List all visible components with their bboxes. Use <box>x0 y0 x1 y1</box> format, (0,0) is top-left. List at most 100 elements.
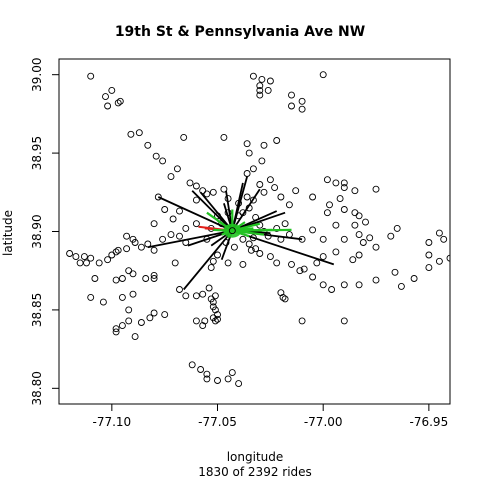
station-point-44 <box>271 184 279 192</box>
station-point-106 <box>252 245 260 253</box>
station-point-53 <box>340 184 348 192</box>
station-point-43 <box>260 188 268 196</box>
station-point-105 <box>256 250 264 257</box>
station-point-123 <box>211 317 219 325</box>
station-point-163 <box>129 235 137 243</box>
x-tick-label-1: -77.05 <box>198 415 237 429</box>
station-point-1 <box>108 86 116 94</box>
route-line-black-4 <box>199 191 234 232</box>
station-point-124 <box>214 315 221 323</box>
station-point-208 <box>230 243 238 251</box>
station-point-77 <box>296 267 304 275</box>
station-point-99 <box>281 295 289 303</box>
station-point-93 <box>425 239 433 246</box>
station-point-29 <box>288 91 295 99</box>
station-point-96 <box>351 209 359 217</box>
station-point-69 <box>366 234 374 242</box>
y-tick-label-3: 38.95 <box>30 136 44 170</box>
station-point-95 <box>387 232 395 240</box>
station-point-164 <box>123 232 131 240</box>
station-point-30 <box>288 102 295 110</box>
station-point-73 <box>332 248 340 256</box>
station-point-55 <box>326 201 333 209</box>
x-tick-label-3: -76.95 <box>410 415 449 429</box>
station-point-184 <box>197 366 205 373</box>
station-point-112 <box>207 264 215 272</box>
station-point-174 <box>176 207 183 215</box>
y-tick-label-0: 38.80 <box>30 371 44 405</box>
station-point-85 <box>397 282 405 290</box>
station-point-39 <box>249 165 257 173</box>
station-point-165 <box>118 275 126 282</box>
station-point-22 <box>249 72 257 80</box>
station-point-51 <box>340 179 348 187</box>
station-point-62 <box>332 221 340 229</box>
station-point-167 <box>129 270 137 278</box>
station-point-102 <box>288 260 295 268</box>
station-point-72 <box>349 256 357 264</box>
station-point-178 <box>150 220 158 228</box>
station-point-89 <box>446 254 450 262</box>
station-point-157 <box>150 246 158 254</box>
station-point-34 <box>243 140 251 148</box>
station-point-58 <box>340 206 348 213</box>
y-tick-label-4: 39.00 <box>30 58 44 92</box>
station-point-146 <box>80 253 88 261</box>
plot-area <box>66 71 450 388</box>
station-point-24 <box>266 77 274 85</box>
station-point-74 <box>319 253 327 261</box>
station-point-31 <box>298 97 306 105</box>
station-point-65 <box>319 235 327 243</box>
station-point-25 <box>256 82 264 90</box>
station-point-17 <box>209 188 217 196</box>
station-point-63 <box>309 226 317 234</box>
station-point-115 <box>205 284 213 292</box>
station-point-37 <box>273 137 281 144</box>
station-point-4 <box>104 102 112 110</box>
station-point-49 <box>323 176 331 184</box>
station-point-47 <box>292 187 300 195</box>
station-point-173 <box>192 196 200 204</box>
station-point-189 <box>235 380 243 388</box>
station-point-48 <box>309 193 317 201</box>
station-point-213 <box>243 193 251 201</box>
station-point-141 <box>91 275 99 282</box>
station-point-0 <box>87 72 95 80</box>
station-point-16 <box>203 190 211 198</box>
station-point-91 <box>440 235 448 243</box>
station-point-3 <box>116 97 124 105</box>
station-point-161 <box>182 224 190 232</box>
station-point-57 <box>323 209 331 217</box>
station-point-23 <box>258 75 266 83</box>
station-point-45 <box>277 193 285 201</box>
station-point-200 <box>281 220 289 228</box>
station-point-117 <box>211 292 219 300</box>
station-point-78 <box>309 273 317 281</box>
station-point-186 <box>214 377 221 384</box>
station-point-108 <box>239 260 247 268</box>
station-point-107 <box>247 246 255 254</box>
station-point-70 <box>372 243 380 251</box>
station-point-11 <box>167 173 175 181</box>
station-point-159 <box>167 231 175 239</box>
station-point-175 <box>169 215 177 223</box>
station-point-127 <box>201 317 209 325</box>
x-tick-label-2: -77.00 <box>304 415 343 429</box>
station-point-33 <box>319 71 327 79</box>
station-point-13 <box>186 179 194 187</box>
station-point-128 <box>182 292 190 300</box>
route-line-black-3 <box>147 229 233 249</box>
station-point-92 <box>435 229 443 237</box>
axes: -77.10 -77.05 -77.00 -76.95 38.80 38.85 38.90 3… <box>30 58 451 429</box>
hub-station-cluster <box>223 223 242 238</box>
station-point-198 <box>273 224 281 232</box>
station-point-61 <box>351 221 359 229</box>
station-point-182 <box>112 276 120 284</box>
station-point-183 <box>188 361 196 369</box>
station-point-166 <box>125 267 133 275</box>
station-point-59 <box>355 212 363 220</box>
hub-station-point <box>228 227 236 235</box>
station-point-125 <box>192 317 200 325</box>
station-point-179 <box>129 290 137 298</box>
